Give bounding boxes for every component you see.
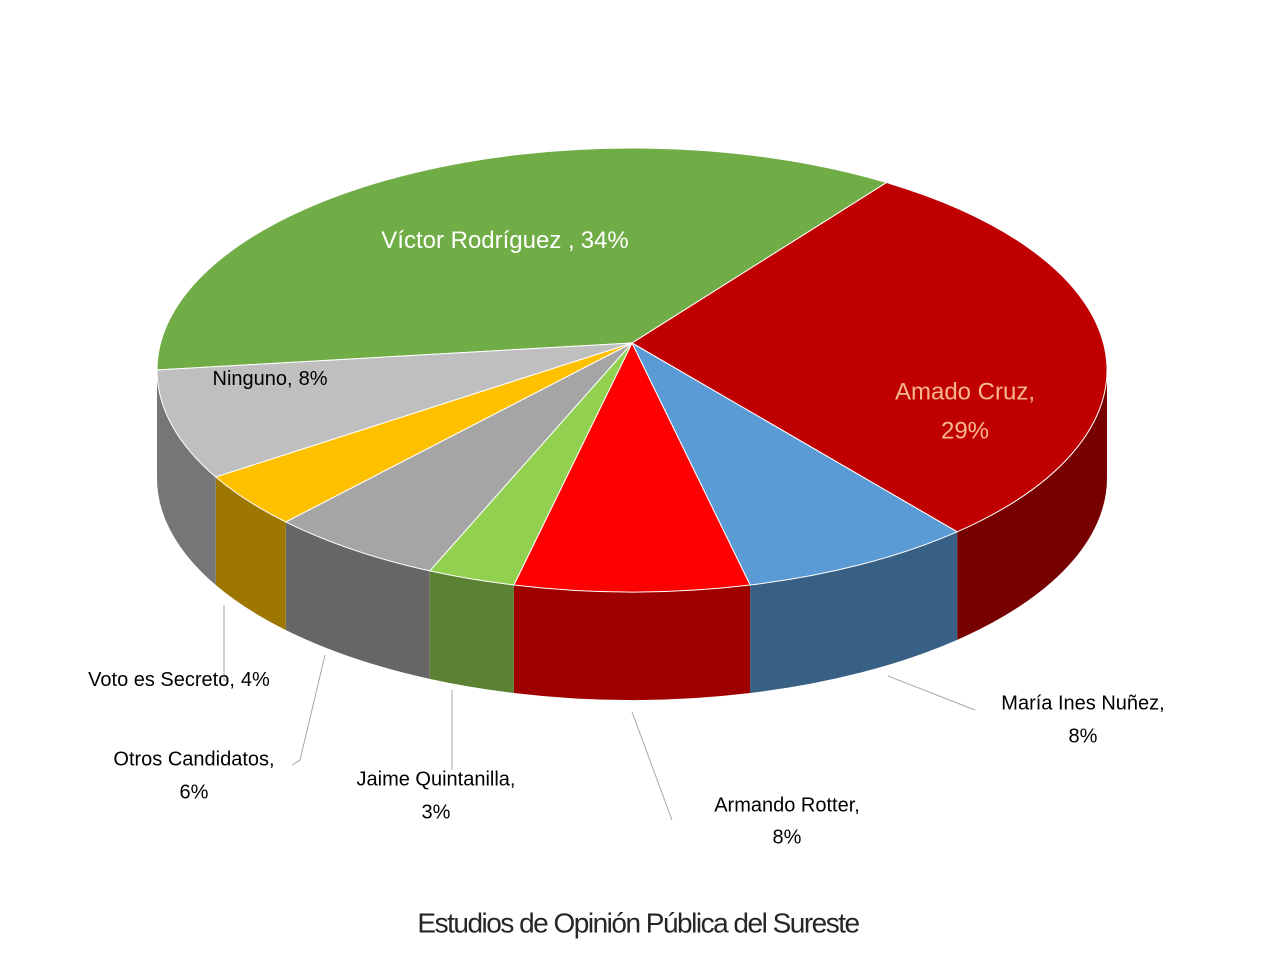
data-label-value: 8% — [773, 826, 802, 848]
chart-title: Estudios de Opinión Pública del Sureste — [417, 907, 859, 938]
slice-side — [157, 370, 216, 585]
data-label-value: 4% — [241, 669, 270, 691]
data-label-category: Voto es Secreto, — [88, 669, 235, 691]
data-label-value: 29% — [941, 417, 989, 444]
slice-side — [429, 570, 514, 694]
leader-line — [291, 654, 326, 766]
data-label-value: 8% — [1069, 725, 1098, 747]
data-label-category: Amado Cruz, — [895, 378, 1035, 405]
data-label-category: Jaime Quintanilla, — [357, 768, 516, 790]
slice — [513, 341, 751, 593]
data-label-value: 34% — [581, 227, 629, 254]
data-label: Voto es Secreto, 4% — [88, 669, 270, 691]
slice — [284, 342, 633, 572]
slice — [631, 182, 1108, 533]
slice — [156, 147, 888, 371]
data-label: Víctor Rodríguez , 34% — [381, 227, 628, 254]
data-label-category: Otros Candidatos, — [113, 748, 274, 770]
leader-line — [631, 711, 673, 821]
leader-line — [223, 605, 228, 681]
slice-side — [750, 531, 958, 694]
data-label: Ninguno, 8% — [213, 368, 328, 390]
data-label-value: 8% — [299, 368, 328, 390]
slice — [630, 341, 959, 586]
slice-side — [215, 476, 286, 630]
leader-line — [887, 675, 976, 711]
data-label-category: Víctor Rodríguez , — [381, 227, 574, 254]
data-label-category: Armando Rotter, — [714, 794, 860, 816]
data-label-value: 3% — [422, 801, 451, 823]
data-label-category: Ninguno, — [213, 368, 293, 390]
data-label-category: María Ines Nuñez, — [1001, 692, 1164, 714]
slice-side — [513, 585, 751, 700]
slice-side — [285, 521, 430, 679]
slice-side — [957, 370, 1107, 640]
slice — [156, 342, 633, 478]
data-label-value: 6% — [180, 781, 209, 803]
